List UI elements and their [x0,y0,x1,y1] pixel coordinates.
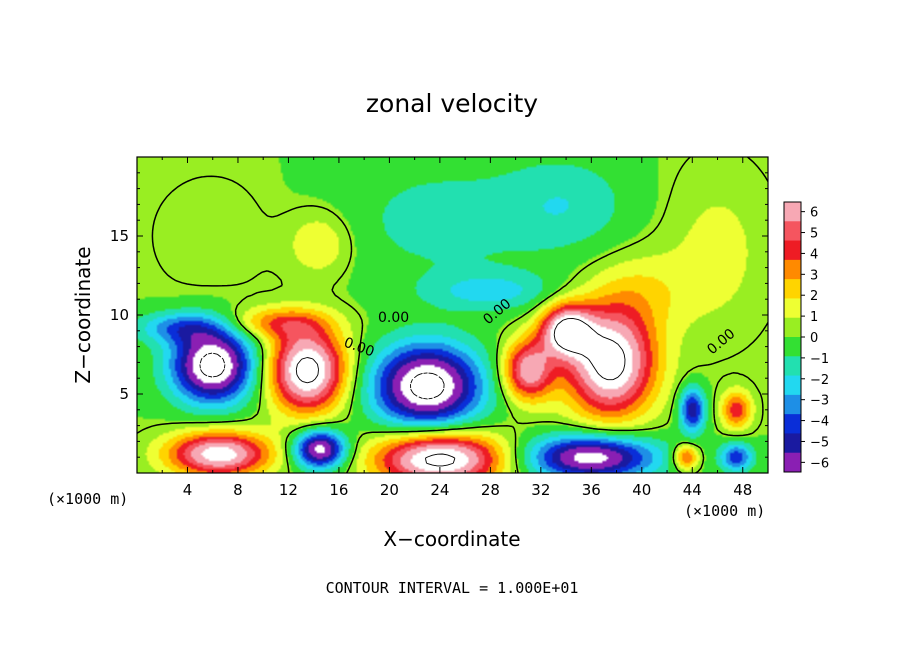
colorbar-label: 5 [810,227,818,242]
contour-line [295,317,626,467]
colorbar-swatch [784,259,801,280]
colorbar-labels: 6 5 4 3 2 1 0 −1 −2 −3 −4 −5 −6 [801,206,829,471]
colorbar [783,201,802,473]
x-tick-label: 12 [279,481,298,499]
x-tick-label: 28 [481,481,500,499]
colorbar-label: −2 [810,373,829,388]
x-tick-label: 16 [329,481,348,499]
x-tick-label: 44 [683,481,702,499]
x-left-unit: (×1000 m) [47,490,128,508]
colorbar-label: −5 [810,435,829,450]
colorbar-swatch [784,317,801,338]
contour-interval-note: CONTOUR INTERVAL = 1.000E+01 [326,579,579,597]
colorbar-swatch [784,221,801,242]
colorbar-swatch [784,452,801,473]
colorbar-swatch [784,414,801,434]
contour-line [199,352,445,400]
contour-lines [137,157,768,473]
colorbar-swatch [784,298,801,319]
contour-label: 0.00 [378,310,409,326]
y-tick-label: 5 [119,385,129,403]
colorbar-label: 6 [810,206,818,221]
colorbar-swatch [784,375,801,396]
colorbar-label: −3 [810,394,829,409]
x-right-unit: (×1000 m) [684,502,765,520]
chart-title: zonal velocity [366,89,538,118]
colorbar-label: 2 [810,289,818,304]
colorbar-label: 4 [810,247,818,262]
x-tick-label: 8 [233,481,243,499]
x-tick-label: 20 [380,481,399,499]
colorbar-label: −6 [810,456,829,471]
colorbar-swatch [784,240,801,261]
colorbar-swatch [784,433,801,454]
colorbar-label: 0 [810,331,818,346]
contour-line [137,157,768,473]
y-axis-label: Z−coordinate [71,246,95,383]
x-tick-label: 36 [582,481,601,499]
x-tick-label: 48 [733,481,752,499]
x-tick-label: 24 [430,481,449,499]
y-tick-label: 10 [110,306,129,324]
colorbar-label: 3 [810,268,818,283]
x-axis-ticks: 4 8 12 16 20 24 28 32 36 40 44 48 [161,157,752,499]
y-axis-ticks: 5 10 15 [110,172,768,458]
colorbar-swatch [784,279,801,299]
x-tick-label: 40 [632,481,651,499]
colorbar-swatch [784,202,801,222]
x-tick-label: 32 [531,481,550,499]
y-tick-label: 15 [110,227,129,245]
colorbar-label: −4 [810,415,829,430]
colorbar-label: 1 [810,310,818,325]
plot-area [137,157,768,473]
colorbar-swatch [784,356,801,377]
x-axis-label: X−coordinate [383,527,520,551]
colorbar-swatch [784,337,801,357]
colorbar-swatch [784,394,801,415]
colorbar-label: −1 [810,352,829,367]
x-tick-label: 4 [183,481,193,499]
velocity-field [137,157,768,473]
